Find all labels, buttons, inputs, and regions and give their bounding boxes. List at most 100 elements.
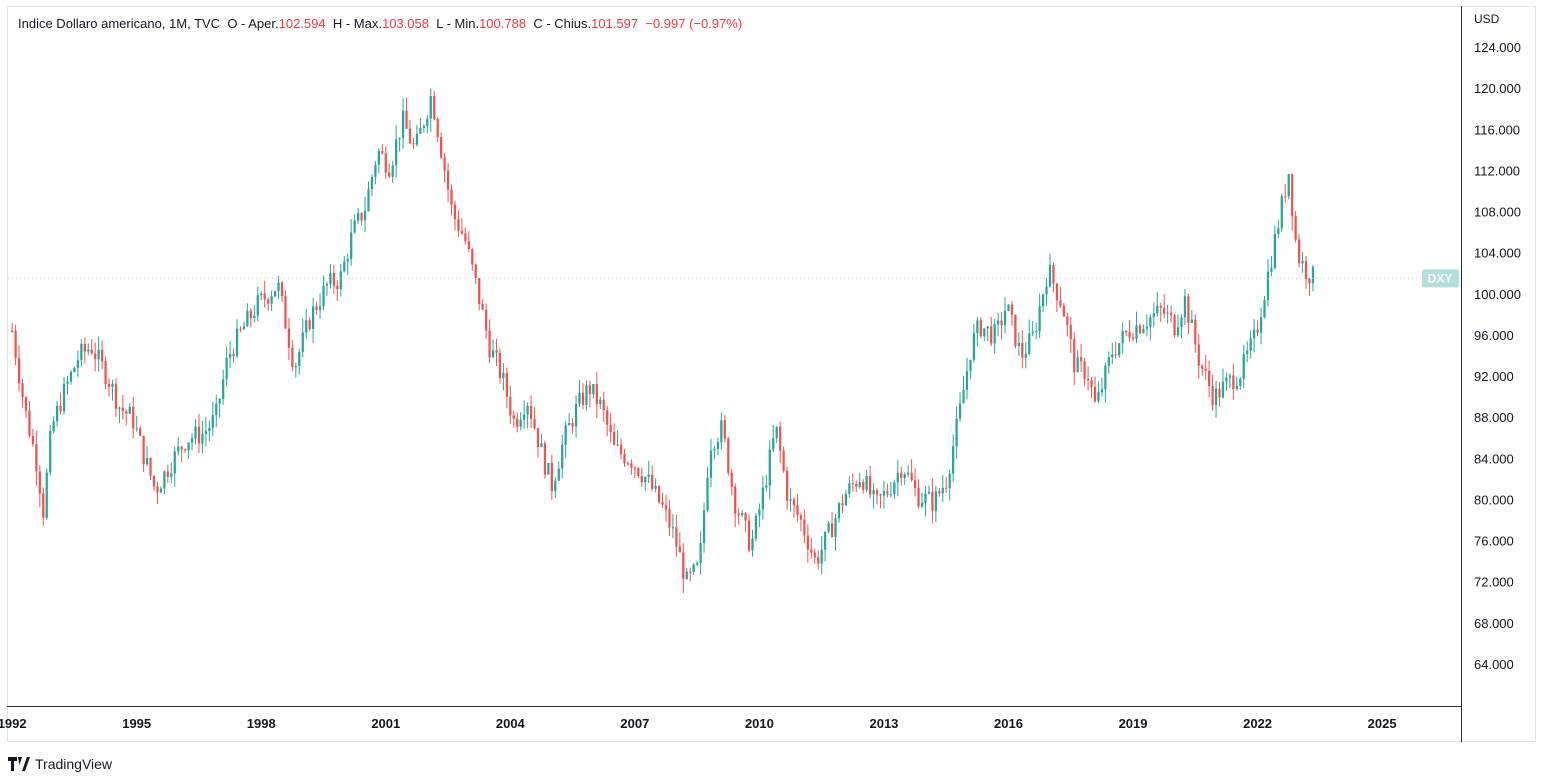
- x-tick-label: 1992: [0, 716, 27, 731]
- candle-body: [419, 127, 422, 134]
- candle-body: [744, 513, 747, 521]
- candle-body: [962, 389, 965, 404]
- candle: [142, 435, 145, 472]
- candle-body: [564, 425, 567, 446]
- x-tick-label: 2025: [1368, 716, 1397, 731]
- candle-body: [1263, 300, 1266, 318]
- candle: [1273, 225, 1277, 270]
- candle-body: [24, 397, 28, 411]
- candle: [1124, 330, 1128, 337]
- candle: [484, 303, 488, 339]
- candle-body: [1273, 233, 1277, 268]
- candle-body: [436, 119, 439, 138]
- candle: [1284, 183, 1287, 203]
- candle: [97, 336, 100, 372]
- candle: [370, 174, 374, 197]
- candle-body: [671, 527, 675, 529]
- candle-body: [1294, 216, 1297, 240]
- candle-body: [516, 418, 519, 427]
- candle-body: [242, 326, 246, 330]
- candle-body: [111, 383, 114, 387]
- candle: [177, 437, 180, 456]
- candle-body: [716, 442, 720, 450]
- candle: [685, 567, 688, 580]
- candle-body: [1208, 370, 1211, 387]
- candle-body: [377, 151, 380, 165]
- candle-body: [464, 233, 467, 242]
- candle-body: [177, 446, 180, 452]
- candle: [1142, 324, 1145, 334]
- candle-body: [713, 449, 716, 451]
- candle: [751, 529, 754, 557]
- time-axis[interactable]: 1992 1995 1998 2001 2004 2007 2010 2013 2016 2019…: [0, 716, 1397, 731]
- candle-body: [395, 139, 398, 166]
- candle-body: [1252, 329, 1256, 339]
- candle-body: [235, 328, 239, 357]
- price-axis[interactable]: 64.000 68.000 72.000 76.000 80.000 84.000 88.0…: [1474, 40, 1521, 672]
- candle-body: [699, 542, 702, 564]
- candle: [90, 338, 93, 356]
- candle: [56, 400, 59, 427]
- candle: [471, 247, 474, 272]
- candle: [1308, 277, 1311, 296]
- candle: [696, 561, 699, 567]
- candle-body: [612, 431, 616, 445]
- candle: [218, 397, 221, 418]
- candle: [318, 293, 322, 320]
- candle-body: [1308, 278, 1311, 284]
- candle: [1090, 376, 1093, 399]
- candle: [588, 380, 592, 408]
- candle-body: [1066, 316, 1069, 326]
- candle: [651, 465, 654, 491]
- candle: [1183, 289, 1187, 325]
- candle-body: [325, 283, 329, 286]
- candle-body: [1048, 265, 1052, 287]
- candle: [395, 125, 398, 178]
- y-tick-label: 112.000: [1474, 163, 1520, 178]
- y-tick-label: 84.000: [1474, 451, 1514, 466]
- candle-body: [644, 477, 647, 483]
- candle-body: [401, 110, 405, 138]
- candle: [135, 415, 138, 432]
- currency-label[interactable]: USD: [1474, 12, 1500, 26]
- candle: [21, 379, 24, 409]
- candle: [796, 493, 799, 522]
- candle: [875, 488, 879, 505]
- candle-body: [723, 420, 726, 439]
- candle-body: [889, 494, 892, 496]
- candle-body: [907, 472, 910, 475]
- candle: [391, 160, 394, 183]
- candle: [664, 494, 668, 522]
- candle-body: [1142, 328, 1145, 333]
- candle: [363, 196, 367, 233]
- candle-body: [256, 295, 259, 316]
- tradingview-logo[interactable]: TradingView: [8, 756, 112, 772]
- candle-body: [900, 472, 903, 479]
- candle-body: [952, 446, 955, 474]
- candle-body: [668, 509, 671, 528]
- candle: [799, 512, 803, 532]
- candle-body: [758, 509, 761, 516]
- legend-close-label: C - Chius.: [533, 16, 592, 31]
- candle: [702, 502, 706, 553]
- candle-body: [1232, 375, 1235, 390]
- candle: [734, 483, 737, 528]
- candle: [931, 478, 934, 524]
- candle: [100, 340, 104, 370]
- candle-body: [273, 291, 277, 297]
- candle-body: [1090, 380, 1093, 387]
- candle: [1221, 368, 1225, 399]
- candle: [516, 412, 519, 433]
- candle-body: [1159, 305, 1162, 308]
- candle-body: [865, 476, 868, 490]
- candle-body: [1194, 319, 1197, 345]
- candle: [453, 201, 457, 231]
- candle: [969, 359, 972, 380]
- candle-body: [1100, 389, 1104, 393]
- legend-open-value: 102.594: [278, 16, 326, 31]
- candle: [450, 184, 453, 216]
- candle-body: [955, 418, 958, 447]
- candle: [952, 434, 955, 482]
- candle-body: [433, 95, 436, 120]
